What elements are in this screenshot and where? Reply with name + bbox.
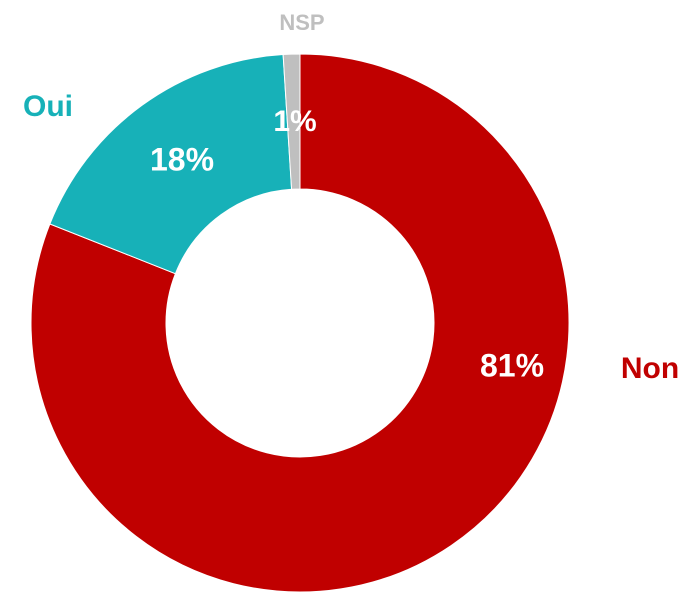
category-label: Oui [23,90,73,123]
category-label: Non [621,352,679,385]
donut-slice [282,53,301,190]
value-label: 1% [273,105,316,138]
value-label: 81% [480,347,544,383]
category-label: NSP [279,10,324,35]
value-label: 18% [150,141,214,177]
donut-slice [49,54,293,275]
donut-slice [30,53,570,592]
